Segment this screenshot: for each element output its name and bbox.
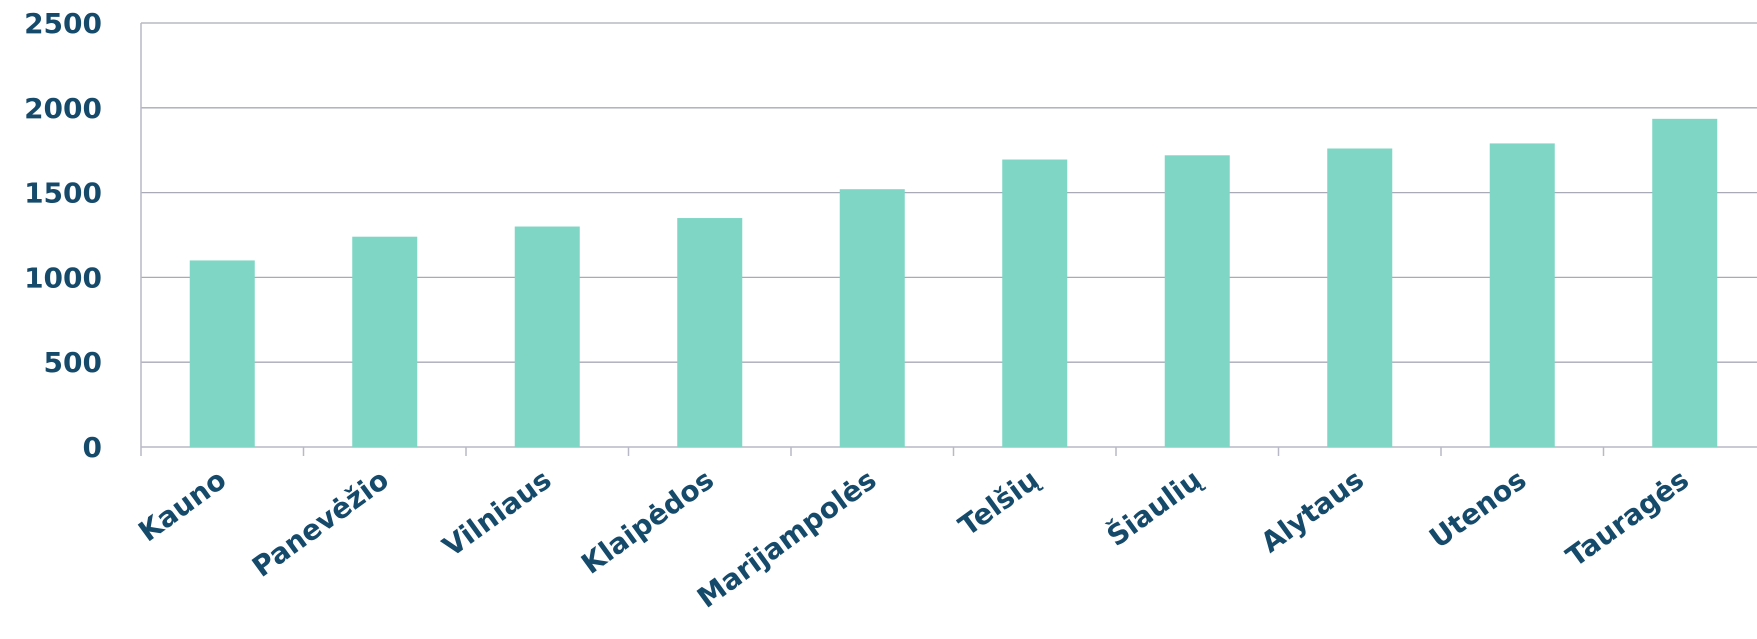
y-tick-label: 2500 xyxy=(24,7,102,40)
x-tick-labels: Kauno Panevėžio Vilniaus KlaipėdosMarijampo… xyxy=(132,462,1695,615)
bar xyxy=(1002,159,1068,447)
x-tick-label: Marijampolės xyxy=(691,463,882,615)
x-tick-label: Šiaulių xyxy=(1100,462,1208,553)
x-tick-label: Utenos xyxy=(1423,463,1532,555)
y-tick-labels: 0 500 1000 1500 2000 2500 xyxy=(24,7,102,464)
bar xyxy=(514,226,580,447)
x-tick-label: Panevėžio xyxy=(246,463,395,584)
x-tick-label: Klaipėdos xyxy=(575,463,720,581)
x-tick-label: Kauno xyxy=(132,463,232,548)
x-tick-label: Telšių xyxy=(953,462,1046,542)
y-tick-label: 2000 xyxy=(24,92,102,125)
y-tick-label: 1500 xyxy=(24,177,102,210)
bar xyxy=(1327,148,1393,447)
y-tick-label: 500 xyxy=(44,346,102,379)
bar xyxy=(677,218,743,447)
y-tick-label: 0 xyxy=(83,431,102,464)
x-tick-label: Alytaus xyxy=(1255,463,1370,559)
x-tick-label: Vilniaus xyxy=(437,463,558,563)
bar xyxy=(1652,118,1718,447)
bar xyxy=(1489,143,1555,447)
bar xyxy=(1164,155,1230,447)
bars xyxy=(189,118,1718,447)
x-tick-label: Tauragės xyxy=(1560,463,1695,574)
bar xyxy=(352,236,418,447)
bar xyxy=(189,260,255,447)
y-tick-label: 1000 xyxy=(24,261,102,294)
bar xyxy=(839,189,905,447)
